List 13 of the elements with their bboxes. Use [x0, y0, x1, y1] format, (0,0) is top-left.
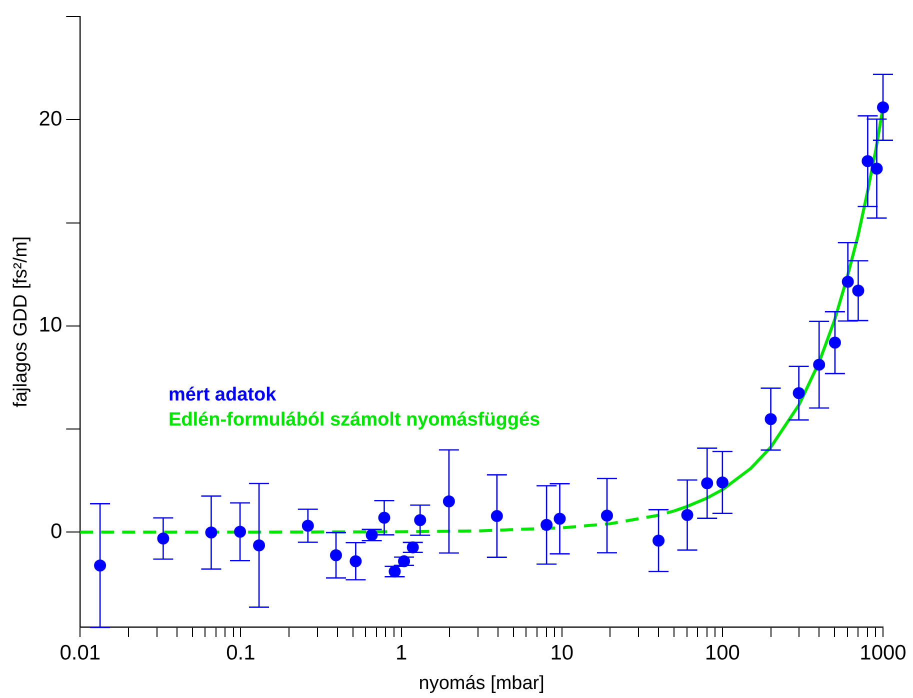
- text: Edlén-formulából számolt nyomásfüggés: [168, 409, 540, 430]
- y-tick-label: 10: [38, 314, 62, 337]
- x-tick-label: 100: [704, 641, 740, 664]
- x-tick-label: 1: [395, 641, 408, 664]
- y-axis-title: fajlagos GDD [fs²/m]: [10, 236, 32, 408]
- y-tick-label: 0: [50, 520, 62, 543]
- x-axis-title: nyomás [mbar]: [418, 672, 544, 694]
- x-tick-label: 0.01: [60, 641, 101, 664]
- x-tick-label: 10: [550, 641, 574, 664]
- y-tick-label: 20: [38, 108, 62, 131]
- x-tick-label: 1000: [860, 641, 906, 664]
- text: mért adatok: [168, 384, 277, 406]
- x-tick-label: 0.1: [226, 641, 256, 664]
